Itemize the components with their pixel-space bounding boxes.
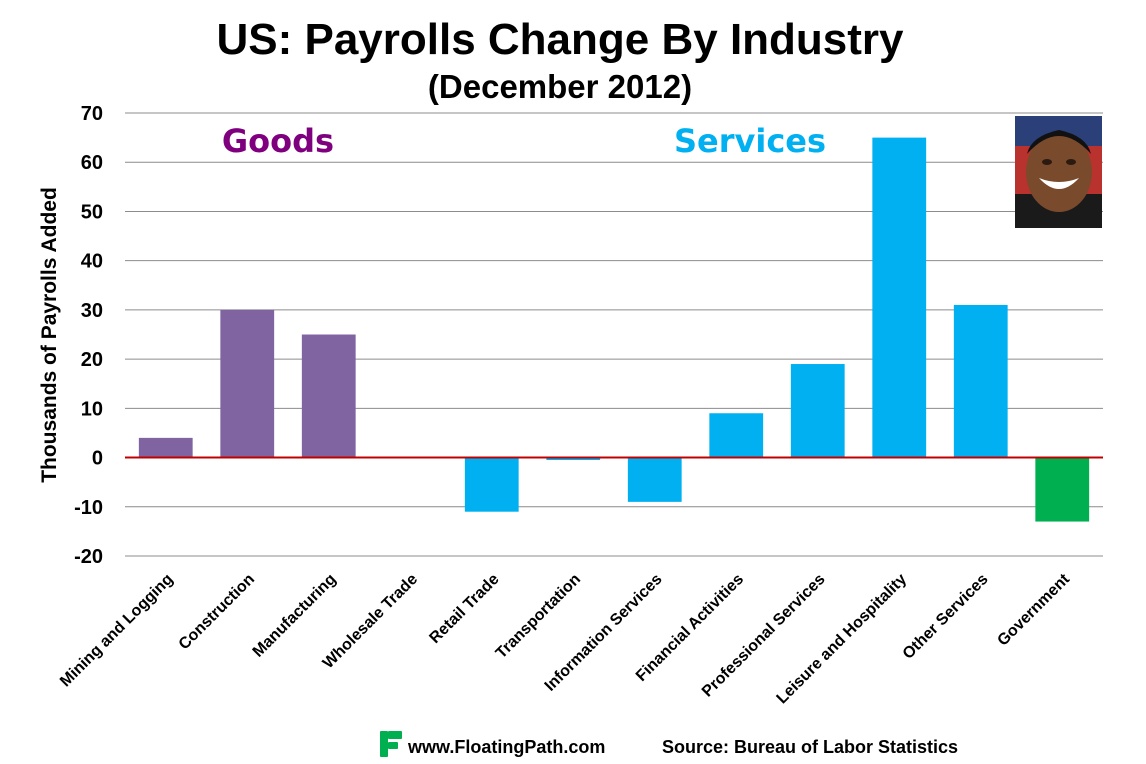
y-axis-ticks: 70 60 50 40 30 20 10 0 -10 -20 bbox=[74, 103, 103, 568]
bar-retail-trade bbox=[464, 457, 519, 512]
goods-annotation: Goods bbox=[222, 122, 334, 160]
bar-mining-and-logging bbox=[138, 437, 193, 458]
source-text: Source: Bureau of Labor Statistics bbox=[662, 737, 958, 757]
x-category-label: Mining and Logging bbox=[57, 571, 176, 690]
services-annotation: Services bbox=[674, 122, 826, 160]
gridlines bbox=[125, 112, 1103, 557]
y-tick-label: -20 bbox=[74, 546, 103, 568]
bar-information-services bbox=[627, 457, 682, 502]
x-category-label: Leisure and Hospitality bbox=[774, 571, 911, 708]
bar-professional-services bbox=[790, 364, 845, 458]
y-tick-label: 70 bbox=[81, 103, 103, 125]
portrait-photo bbox=[1015, 116, 1102, 228]
bar-financial-activities bbox=[709, 413, 764, 458]
y-tick-label: 20 bbox=[81, 349, 103, 371]
chart-subtitle: (December 2012) bbox=[428, 68, 692, 105]
bar-government bbox=[1035, 457, 1090, 522]
x-category-label: Retail Trade bbox=[426, 571, 502, 647]
x-category-label: Construction bbox=[176, 571, 258, 653]
y-tick-label: 40 bbox=[81, 251, 103, 273]
x-axis-categories: Mining and Logging ConstructionManufactur… bbox=[57, 570, 1073, 707]
bar-leisure-and-hospitality bbox=[872, 137, 927, 458]
y-tick-label: 50 bbox=[81, 201, 103, 223]
y-axis-label: Thousands of Payrolls Added bbox=[38, 187, 61, 483]
bar-transportation bbox=[546, 457, 601, 461]
website-link[interactable]: www.FloatingPath.com bbox=[407, 737, 605, 757]
x-category-label: Manufacturing bbox=[250, 571, 340, 661]
x-category-label: Other Services bbox=[900, 571, 992, 663]
bars bbox=[138, 137, 1090, 522]
y-tick-label: 10 bbox=[81, 398, 103, 420]
x-category-label: Government bbox=[994, 570, 1073, 649]
y-tick-label: 0 bbox=[92, 448, 103, 470]
y-tick-label: -10 bbox=[74, 497, 103, 519]
bar-manufacturing bbox=[301, 334, 356, 458]
bar-other-services bbox=[953, 304, 1008, 458]
y-tick-label: 30 bbox=[81, 300, 103, 322]
y-tick-label: 60 bbox=[81, 152, 103, 174]
floatingpath-logo-icon bbox=[380, 731, 402, 757]
chart-title: US: Payrolls Change By Industry bbox=[216, 15, 904, 64]
bar-construction bbox=[220, 309, 275, 458]
x-category-label: Transportation bbox=[493, 571, 584, 662]
